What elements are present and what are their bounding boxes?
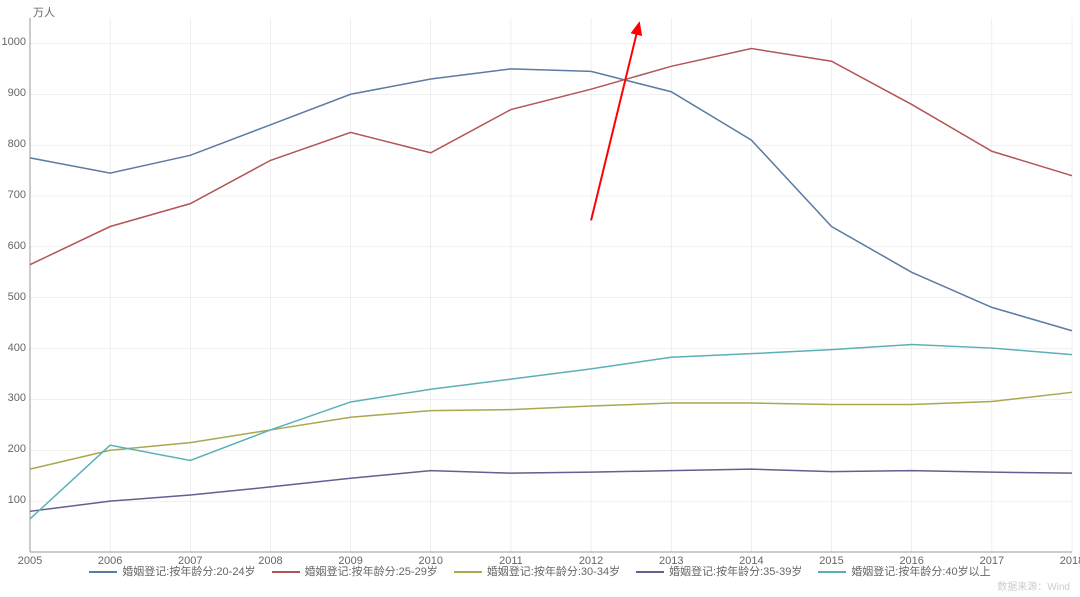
- legend-item: 婚姻登记:按年龄分:30-34岁: [454, 563, 620, 579]
- chart-container: 万人 1002003004005006007008009001000 20052…: [0, 0, 1080, 597]
- legend-label: 婚姻登记:按年龄分:25-29岁: [305, 566, 438, 578]
- y-axis-title: 万人: [33, 4, 55, 20]
- legend: 婚姻登记:按年龄分:20-24岁 婚姻登记:按年龄分:25-29岁 婚姻登记:按年龄…: [0, 563, 1080, 579]
- y-tick-label: 500: [0, 291, 26, 303]
- legend-swatch: [89, 571, 117, 573]
- legend-swatch: [636, 571, 664, 573]
- legend-item: 婚姻登记:按年龄分:35-39岁: [636, 563, 802, 579]
- y-tick-label: 400: [0, 342, 26, 354]
- legend-label: 婚姻登记:按年龄分:30-34岁: [487, 566, 620, 578]
- chart-svg: [0, 0, 1080, 597]
- legend-label: 婚姻登记:按年龄分:20-24岁: [122, 566, 255, 578]
- y-tick-label: 700: [0, 189, 26, 201]
- y-tick-label: 200: [0, 443, 26, 455]
- legend-item: 婚姻登记:按年龄分:25-29岁: [272, 563, 438, 579]
- y-tick-label: 800: [0, 138, 26, 150]
- y-tick-label: 600: [0, 240, 26, 252]
- y-tick-label: 100: [0, 494, 26, 506]
- legend-label: 婚姻登记:按年龄分:40岁以上: [851, 566, 990, 578]
- y-tick-label: 900: [0, 87, 26, 99]
- legend-swatch: [454, 571, 482, 573]
- data-source: 数据来源：Wind: [997, 578, 1070, 593]
- legend-swatch: [272, 571, 300, 573]
- legend-swatch: [818, 571, 846, 573]
- legend-label: 婚姻登记:按年龄分:35-39岁: [669, 566, 802, 578]
- legend-item: 婚姻登记:按年龄分:40岁以上: [818, 563, 990, 579]
- y-tick-label: 1000: [0, 36, 26, 48]
- y-tick-label: 300: [0, 392, 26, 404]
- legend-item: 婚姻登记:按年龄分:20-24岁: [89, 563, 255, 579]
